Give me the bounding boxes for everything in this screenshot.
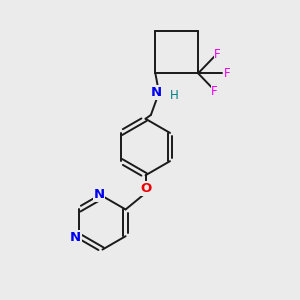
Text: F: F bbox=[224, 67, 231, 80]
Text: N: N bbox=[150, 86, 161, 99]
Text: F: F bbox=[214, 48, 221, 62]
Text: N: N bbox=[70, 231, 81, 244]
Text: N: N bbox=[93, 188, 104, 201]
Text: H: H bbox=[169, 88, 178, 101]
Text: F: F bbox=[211, 85, 218, 98]
Text: O: O bbox=[140, 182, 151, 195]
